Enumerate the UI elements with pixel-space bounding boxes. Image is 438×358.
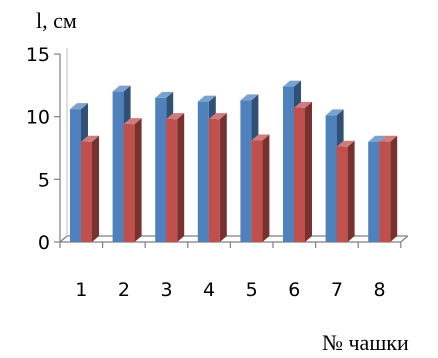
bar-series-2-cat-4 [208, 113, 227, 242]
bar-top-face [81, 135, 99, 142]
bar-front-face [123, 124, 135, 242]
y-tick-label: 15 [26, 44, 50, 66]
bar-top-face [294, 101, 312, 108]
bar-top-face [208, 113, 227, 120]
bar-series-2-cat-5 [251, 134, 270, 242]
bar-front-face [325, 115, 337, 242]
bar-top-face [166, 113, 185, 120]
bar-front-face [166, 119, 178, 242]
x-tick-label: 8 [373, 279, 385, 301]
bar-side-face [134, 118, 142, 242]
bar-side-face [305, 101, 312, 242]
bar-front-face [283, 86, 294, 242]
bar-front-face [240, 100, 252, 242]
bar-front-face [112, 91, 124, 242]
bar-front-face [155, 97, 167, 242]
bar-side-face [262, 134, 270, 242]
x-tick-label: 2 [118, 279, 130, 301]
bars [70, 80, 398, 242]
y-tick-label: 0 [38, 232, 50, 254]
bar-front-face [379, 141, 391, 242]
x-tick-label: 3 [160, 279, 172, 301]
bar-top-face [123, 118, 142, 125]
x-tick-label: 7 [331, 279, 343, 301]
bar-top-face [379, 135, 398, 142]
bar-side-face [347, 140, 355, 242]
bar-series-2-cat-1 [81, 135, 99, 242]
bar-side-face [177, 113, 185, 242]
x-tick-label: 5 [246, 279, 258, 301]
bar-series-2-cat-3 [166, 113, 185, 242]
bar-top-face [283, 80, 301, 87]
bar-front-face [197, 101, 209, 242]
floor-edge-right [400, 235, 409, 243]
tick-labels: 0 5 10 15 1 2 3 4 5 6 7 8 [26, 44, 386, 301]
y-tick-label: 5 [38, 169, 50, 191]
bar-front-face [251, 140, 263, 242]
bar-front-face [294, 107, 305, 242]
bar-side-face [92, 135, 99, 242]
bar-front-face [70, 109, 81, 242]
bar-series-2-cat-8 [379, 135, 398, 242]
bar-top-face [325, 109, 344, 116]
x-tick-label: 6 [288, 279, 300, 301]
bar-top-face [70, 103, 88, 110]
bar-top-face [336, 140, 355, 147]
bar-top-face [368, 135, 387, 142]
y-tick-label: 10 [26, 107, 50, 129]
bar-front-face [208, 119, 220, 242]
bar-top-face [197, 95, 216, 102]
bar-front-face [81, 141, 92, 242]
bar-top-face [112, 85, 131, 92]
axes [54, 48, 409, 248]
bar-series-2-cat-7 [336, 140, 355, 242]
x-tick-label: 4 [203, 279, 215, 301]
x-tick-label: 1 [75, 279, 87, 301]
bar-side-face [390, 135, 398, 242]
bar-top-face [251, 134, 270, 141]
y-axis-title: l, см [36, 8, 77, 33]
bar-front-face [368, 141, 380, 242]
bar-series-2-cat-2 [123, 118, 142, 242]
floor-edge-left [59, 235, 68, 243]
bar-side-face [219, 113, 227, 242]
x-axis-title: № чашки [322, 330, 409, 355]
bar-series-2-cat-6 [294, 101, 312, 242]
bar-top-face [155, 91, 174, 98]
bar-front-face [336, 146, 348, 242]
bar-top-face [240, 94, 259, 101]
